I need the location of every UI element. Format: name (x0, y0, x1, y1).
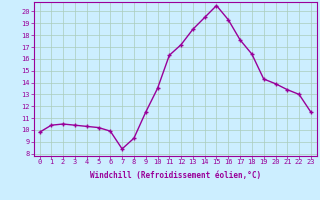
X-axis label: Windchill (Refroidissement éolien,°C): Windchill (Refroidissement éolien,°C) (90, 171, 261, 180)
